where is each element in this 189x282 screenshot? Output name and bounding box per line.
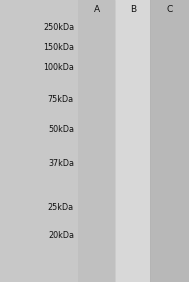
- Text: 75kDa: 75kDa: [48, 96, 74, 105]
- Text: 25kDa: 25kDa: [48, 204, 74, 213]
- Text: 150kDa: 150kDa: [43, 43, 74, 52]
- Text: 100kDa: 100kDa: [43, 63, 74, 72]
- Text: A: A: [94, 6, 100, 14]
- Text: B: B: [130, 6, 136, 14]
- Bar: [150, 0, 189, 282]
- Bar: [115, 0, 150, 282]
- Text: 250kDa: 250kDa: [43, 23, 74, 32]
- Bar: [78, 0, 115, 282]
- Text: 50kDa: 50kDa: [48, 125, 74, 135]
- Text: 37kDa: 37kDa: [48, 158, 74, 168]
- Text: 20kDa: 20kDa: [48, 230, 74, 239]
- Text: C: C: [167, 6, 173, 14]
